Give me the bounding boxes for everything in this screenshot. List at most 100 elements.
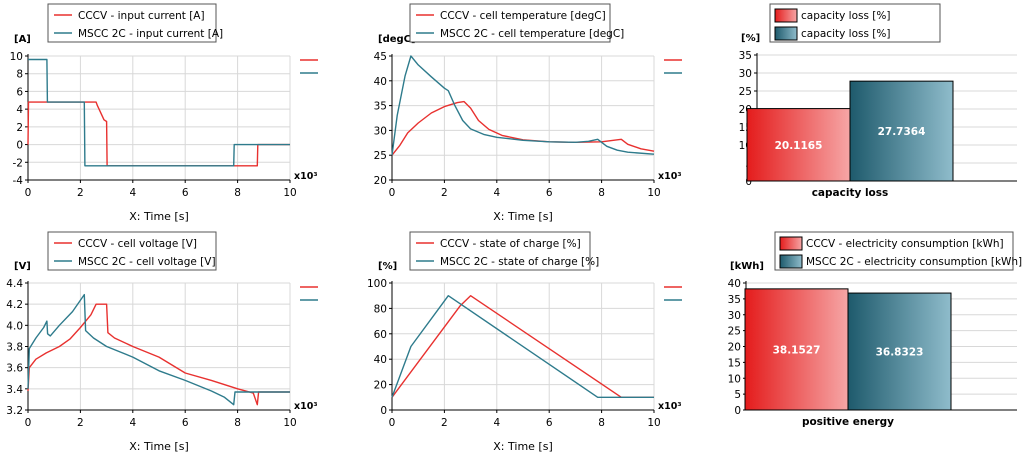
- bar: [847, 292, 952, 411]
- legend-swatch: [779, 254, 803, 269]
- y-tick-label: 0: [745, 176, 752, 188]
- legend-label: CCCV - state of charge [%]: [440, 238, 581, 250]
- y-tick-label: 40: [374, 76, 387, 88]
- x-axis-label: X: Time [s]: [129, 440, 188, 453]
- y-tick-label: 30: [739, 68, 752, 80]
- y-tick-label: 20: [728, 342, 741, 354]
- x-tick-label: 8: [234, 417, 241, 429]
- legend-swatch: [774, 26, 798, 41]
- chart-temperature: 20 25 30 35 40 45 0 2 4 6 8 10 [degC] X: Time [s] x10³: [374, 34, 682, 223]
- x-tick-label: 0: [389, 417, 396, 429]
- legend-label: capacity loss [%]: [801, 28, 890, 40]
- x-tick-label: 8: [598, 417, 605, 429]
- y-tick-label: 35: [728, 294, 741, 306]
- y-tick-label: 20: [374, 175, 387, 187]
- x-scale-label: x10³: [294, 401, 318, 412]
- y-tick-label: 35: [374, 101, 387, 113]
- y-tick-label: 4.2: [6, 299, 23, 311]
- y-unit-label: [V]: [14, 261, 31, 272]
- category-label: positive energy: [802, 416, 894, 428]
- x-scale-label: x10³: [658, 401, 682, 412]
- y-unit-label: [degC]: [378, 34, 416, 45]
- y-tick-label: 8: [16, 69, 23, 81]
- legend-capacity: capacity loss [%] capacity loss [%]: [769, 3, 941, 43]
- series-line: [27, 293, 290, 406]
- bar-value-label: 27.7364: [878, 126, 926, 138]
- y-tick-label: 40: [374, 354, 387, 366]
- chart-voltage: 3.2 3.4 3.6 3.8 4.0 4.2 4.4 0 2 4 6 8 10 [V] X: Time […: [6, 261, 318, 453]
- legend-box: [47, 231, 217, 271]
- legend-soc: CCCV - state of charge [%] MSCC 2C - stat…: [409, 231, 599, 271]
- x-scale-label: x10³: [658, 171, 682, 182]
- x-tick-label: 4: [129, 417, 136, 429]
- x-tick-label: 10: [647, 417, 660, 429]
- x-tick-label: 2: [77, 187, 84, 199]
- legend-label: MSCC 2C - state of charge [%]: [440, 256, 599, 268]
- x-tick-label: 4: [129, 187, 136, 199]
- legend-box: [769, 3, 941, 43]
- legend-label: MSCC 2C - cell temperature [degC]: [440, 28, 624, 40]
- y-tick-label: 15: [728, 357, 741, 369]
- legend-label: CCCV - input current [A]: [78, 10, 205, 22]
- y-tick-label: 3.2: [6, 405, 23, 417]
- y-unit-label: [%]: [378, 261, 397, 272]
- legend-box: [409, 3, 611, 43]
- x-tick-label: 0: [25, 187, 32, 199]
- y-tick-label: 80: [374, 303, 387, 315]
- y-tick-label: 40: [728, 278, 741, 290]
- x-tick-label: 10: [647, 187, 660, 199]
- x-tick-label: 6: [182, 417, 189, 429]
- x-tick-label: 2: [441, 187, 448, 199]
- legend-label: capacity loss [%]: [801, 10, 890, 22]
- chart-current: -4 -2 0 2 4 6 8 10 0 2 4 6 8 10 [A] X: Time [s] x10³: [10, 34, 318, 223]
- series-line: [27, 303, 290, 406]
- legend-current: CCCV - input current [A] MSCC 2C - input …: [47, 3, 223, 43]
- bar: [744, 288, 849, 411]
- x-tick-label: 10: [283, 187, 296, 199]
- y-tick-label: 2: [16, 122, 23, 134]
- y-tick-label: 4: [16, 104, 23, 116]
- series-line: [391, 55, 655, 156]
- y-unit-label: [%]: [741, 33, 760, 44]
- bar-value-label: 20.1165: [775, 140, 823, 152]
- y-tick-label: 20: [374, 380, 387, 392]
- y-tick-label: 6: [16, 86, 23, 98]
- y-tick-label: 4.4: [6, 278, 23, 290]
- legend-voltage: CCCV - cell voltage [V] MSCC 2C - cell vo…: [47, 231, 217, 271]
- chart-energy: 0 5 10 15 20 25 30 35 40 [kWh] 38.1527 36.8323 posit…: [728, 261, 1017, 428]
- x-tick-label: 6: [546, 417, 553, 429]
- x-scale-label: x10³: [294, 171, 318, 182]
- x-tick-label: 0: [389, 187, 396, 199]
- legend-label: MSCC 2C - electricity consumption [kWh]: [806, 256, 1022, 268]
- y-tick-label: 0: [734, 405, 741, 417]
- legend-label: MSCC 2C - cell voltage [V]: [78, 256, 216, 268]
- x-tick-label: 6: [182, 187, 189, 199]
- y-tick-label: -4: [13, 175, 24, 187]
- x-axis-label: X: Time [s]: [493, 210, 552, 223]
- y-tick-label: 30: [728, 310, 741, 322]
- x-tick-label: 4: [493, 417, 500, 429]
- y-tick-label: 60: [374, 329, 387, 341]
- y-tick-label: 10: [728, 373, 741, 385]
- y-tick-label: 3.4: [6, 384, 23, 396]
- y-tick-label: 25: [728, 326, 741, 338]
- legend-label: CCCV - cell temperature [degC]: [440, 10, 606, 22]
- bar: [849, 80, 954, 182]
- y-tick-label: 35: [739, 50, 752, 62]
- y-tick-label: 4.0: [6, 320, 23, 332]
- x-tick-label: 4: [493, 187, 500, 199]
- series-line: [391, 295, 654, 398]
- legend-label: CCCV - electricity consumption [kWh]: [806, 238, 1004, 250]
- category-label: capacity loss: [812, 187, 889, 199]
- bar-value-label: 38.1527: [773, 344, 821, 356]
- x-tick-label: 0: [25, 417, 32, 429]
- x-tick-label: 2: [77, 417, 84, 429]
- y-unit-label: [A]: [14, 34, 31, 45]
- bar-value-label: 36.8323: [876, 347, 924, 359]
- legend-swatch: [774, 8, 798, 23]
- y-tick-label: 30: [374, 125, 387, 137]
- x-tick-label: 8: [598, 187, 605, 199]
- legend-temperature: CCCV - cell temperature [degC] MSCC 2C - …: [409, 3, 624, 43]
- x-tick-label: 10: [283, 417, 296, 429]
